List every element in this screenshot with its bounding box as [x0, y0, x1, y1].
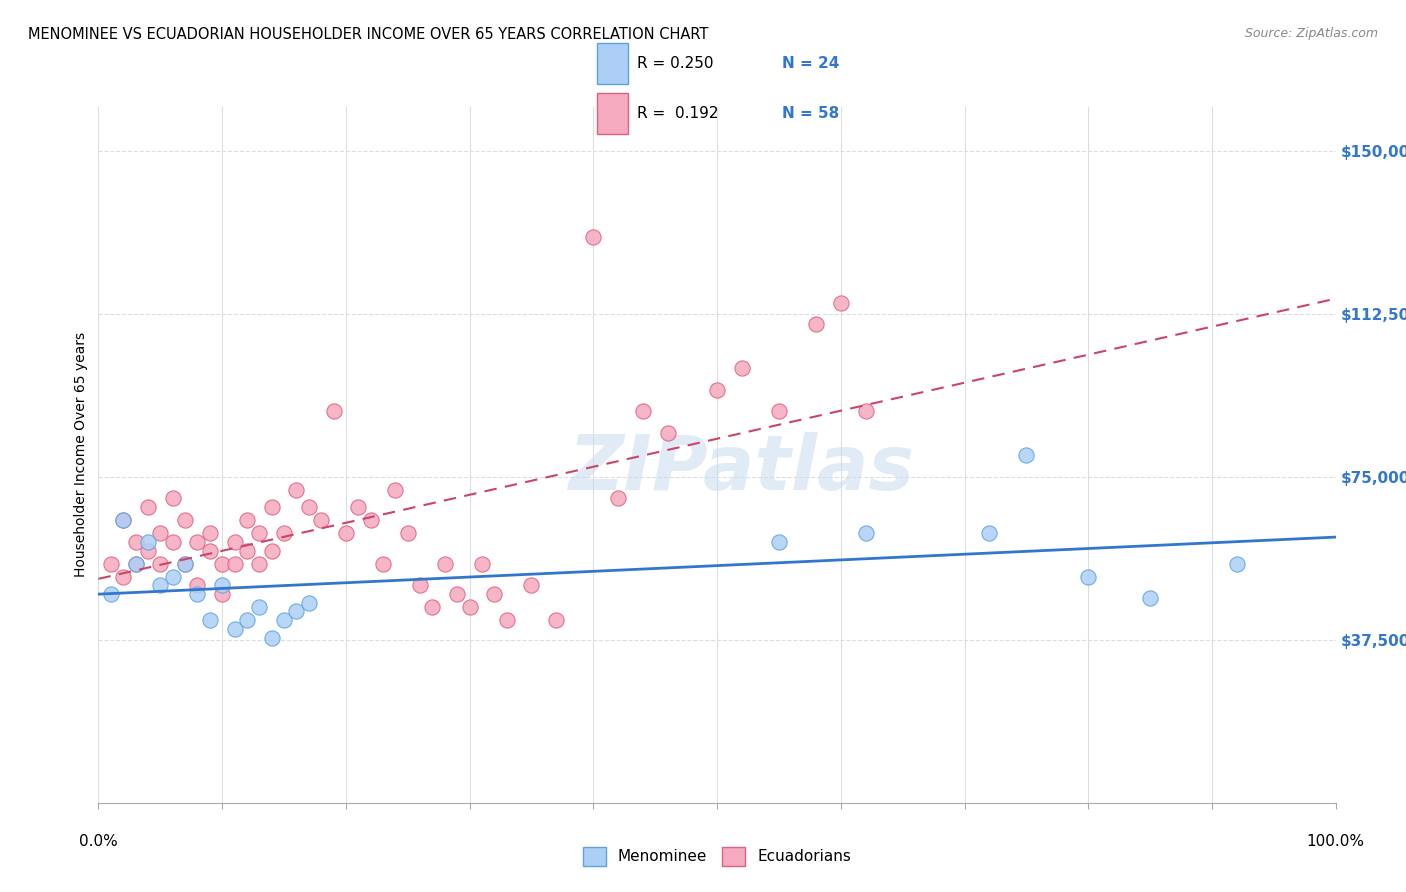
- Text: R = 0.250: R = 0.250: [637, 56, 713, 71]
- Point: [260, 543, 283, 558]
- Point: [285, 483, 308, 497]
- Point: [607, 491, 630, 506]
- Text: R =  0.192: R = 0.192: [637, 106, 718, 121]
- Point: [236, 543, 259, 558]
- Y-axis label: Householder Income Over 65 years: Householder Income Over 65 years: [75, 333, 89, 577]
- Point: [309, 513, 332, 527]
- Point: [136, 543, 159, 558]
- Legend: Menominee, Ecuadorians: Menominee, Ecuadorians: [576, 841, 858, 871]
- Point: [298, 596, 321, 610]
- Point: [979, 526, 1001, 541]
- Point: [174, 513, 197, 527]
- Point: [731, 361, 754, 376]
- Point: [162, 570, 184, 584]
- Point: [484, 587, 506, 601]
- Point: [174, 557, 197, 571]
- Point: [247, 557, 270, 571]
- Point: [1226, 557, 1249, 571]
- Point: [1077, 570, 1099, 584]
- Point: [384, 483, 406, 497]
- Point: [136, 535, 159, 549]
- Point: [236, 513, 259, 527]
- Point: [247, 526, 270, 541]
- Point: [422, 600, 444, 615]
- Point: [260, 500, 283, 514]
- Point: [124, 535, 146, 549]
- Point: [396, 526, 419, 541]
- Point: [409, 578, 432, 592]
- Point: [433, 557, 456, 571]
- Point: [1015, 448, 1038, 462]
- Text: 100.0%: 100.0%: [1306, 834, 1365, 849]
- Point: [458, 600, 481, 615]
- Text: Source: ZipAtlas.com: Source: ZipAtlas.com: [1244, 27, 1378, 40]
- Point: [322, 404, 344, 418]
- Point: [768, 535, 790, 549]
- Point: [631, 404, 654, 418]
- Point: [273, 613, 295, 627]
- Point: [149, 578, 172, 592]
- Point: [495, 613, 517, 627]
- Point: [247, 600, 270, 615]
- Point: [124, 557, 146, 571]
- Text: N = 24: N = 24: [782, 56, 839, 71]
- Point: [285, 605, 308, 619]
- Point: [804, 318, 827, 332]
- Point: [224, 535, 246, 549]
- Point: [100, 557, 122, 571]
- Point: [112, 513, 135, 527]
- Point: [124, 557, 146, 571]
- Point: [149, 526, 172, 541]
- Point: [830, 295, 852, 310]
- Point: [360, 513, 382, 527]
- Point: [198, 543, 221, 558]
- Point: [174, 557, 197, 571]
- Point: [186, 587, 208, 601]
- Text: 0.0%: 0.0%: [79, 834, 118, 849]
- Point: [162, 535, 184, 549]
- Point: [546, 613, 568, 627]
- Point: [112, 513, 135, 527]
- Point: [260, 631, 283, 645]
- Text: N = 58: N = 58: [782, 106, 839, 121]
- Point: [1139, 591, 1161, 606]
- Point: [198, 526, 221, 541]
- Point: [100, 587, 122, 601]
- Point: [136, 500, 159, 514]
- Point: [347, 500, 370, 514]
- Point: [112, 570, 135, 584]
- Point: [520, 578, 543, 592]
- Point: [371, 557, 394, 571]
- Point: [335, 526, 357, 541]
- Point: [471, 557, 494, 571]
- Text: MENOMINEE VS ECUADORIAN HOUSEHOLDER INCOME OVER 65 YEARS CORRELATION CHART: MENOMINEE VS ECUADORIAN HOUSEHOLDER INCO…: [28, 27, 709, 42]
- Point: [273, 526, 295, 541]
- Point: [224, 557, 246, 571]
- Point: [211, 578, 233, 592]
- Point: [211, 587, 233, 601]
- Point: [211, 557, 233, 571]
- Point: [706, 383, 728, 397]
- Point: [855, 526, 877, 541]
- Point: [855, 404, 877, 418]
- Point: [186, 578, 208, 592]
- FancyBboxPatch shape: [596, 43, 627, 84]
- Point: [298, 500, 321, 514]
- Point: [446, 587, 468, 601]
- Point: [224, 622, 246, 636]
- Point: [236, 613, 259, 627]
- Point: [149, 557, 172, 571]
- Point: [198, 613, 221, 627]
- Point: [582, 230, 605, 244]
- Point: [162, 491, 184, 506]
- Text: ZIPatlas: ZIPatlas: [569, 432, 915, 506]
- Point: [186, 535, 208, 549]
- FancyBboxPatch shape: [596, 94, 627, 134]
- Point: [768, 404, 790, 418]
- Point: [657, 426, 679, 441]
